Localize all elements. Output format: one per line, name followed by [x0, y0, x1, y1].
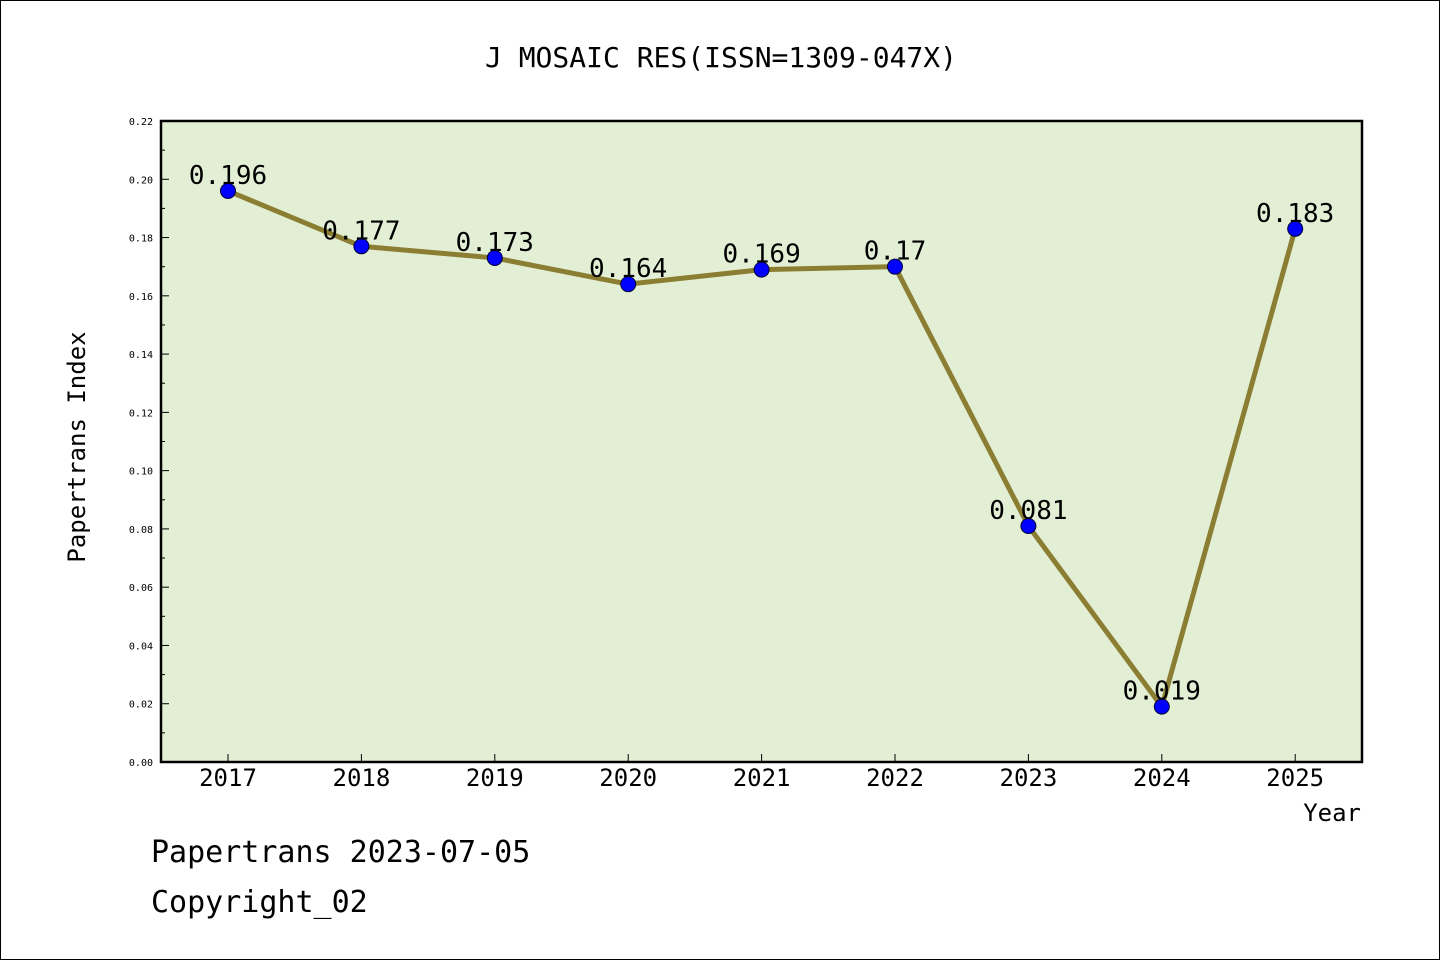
- data-label: 0.177: [322, 216, 400, 246]
- x-tick-label: 2023: [1000, 764, 1058, 792]
- data-label: 0.164: [589, 254, 667, 284]
- data-point: [1020, 517, 1037, 534]
- data-point: [887, 258, 903, 275]
- x-tick-label: 2020: [599, 764, 657, 792]
- x-tick-label: 2017: [199, 764, 257, 792]
- footer-date: Papertrans 2023-07-05: [151, 835, 531, 870]
- data-label: 0.17: [864, 237, 927, 267]
- y-tick-label: 0.10: [129, 467, 153, 478]
- x-tick-label: 2018: [333, 764, 391, 792]
- data-point: [1287, 220, 1304, 237]
- footer-copyright: Copyright_02: [151, 885, 368, 920]
- y-tick-label: 0.00: [129, 758, 153, 769]
- data-point: [486, 249, 503, 266]
- y-tick-label: 0.06: [129, 583, 153, 594]
- y-tick-label: 0.08: [129, 525, 153, 536]
- x-tick-label: 2021: [733, 764, 791, 792]
- y-tick-label: 0.04: [129, 641, 153, 652]
- data-point: [220, 182, 236, 199]
- data-label: 0.183: [1256, 199, 1334, 229]
- y-tick-label: 0.14: [129, 350, 153, 361]
- x-tick-label: 2025: [1266, 764, 1324, 792]
- data-point: [1153, 698, 1170, 715]
- data-markers: [220, 182, 1304, 715]
- data-label: 0.173: [456, 228, 534, 258]
- x-axis-title: Year: [1303, 799, 1361, 827]
- data-label: 0.019: [1123, 677, 1201, 707]
- data-label: 0.081: [989, 496, 1067, 526]
- y-tick-label: 0.20: [129, 175, 153, 186]
- x-axis: 2017 2018 2019 2020 2021 2022 2023 2024 2025: [199, 754, 1324, 792]
- y-axis-title: Papertrans Index: [63, 331, 91, 562]
- data-label: 0.169: [722, 240, 800, 270]
- data-point: [353, 238, 370, 255]
- y-tick-label: 0.12: [129, 408, 153, 419]
- y-tick-label: 0.22: [129, 117, 153, 128]
- y-tick-label: 0.02: [129, 700, 153, 711]
- chart-title: J MOSAIC RES(ISSN=1309-047X): [485, 41, 957, 74]
- data-label: 0.196: [189, 161, 267, 191]
- data-labels: 0.196 0.177 0.173 0.164 0.169 0.17 0.081 0.019 0…: [189, 161, 1334, 707]
- data-point: [620, 276, 637, 293]
- y-tick-label: 0.18: [129, 234, 153, 245]
- data-point: [753, 261, 770, 278]
- y-tick-label: 0.16: [129, 292, 153, 303]
- x-tick-label: 2024: [1133, 764, 1191, 792]
- x-tick-label: 2019: [466, 764, 524, 792]
- y-axis: 0.00 0.02 0.04 0.06 0.08 0.10 0.12 0.14 0.16 0.18…: [129, 117, 169, 769]
- plot-area: [159, 119, 1364, 764]
- x-tick-label: 2022: [866, 764, 924, 792]
